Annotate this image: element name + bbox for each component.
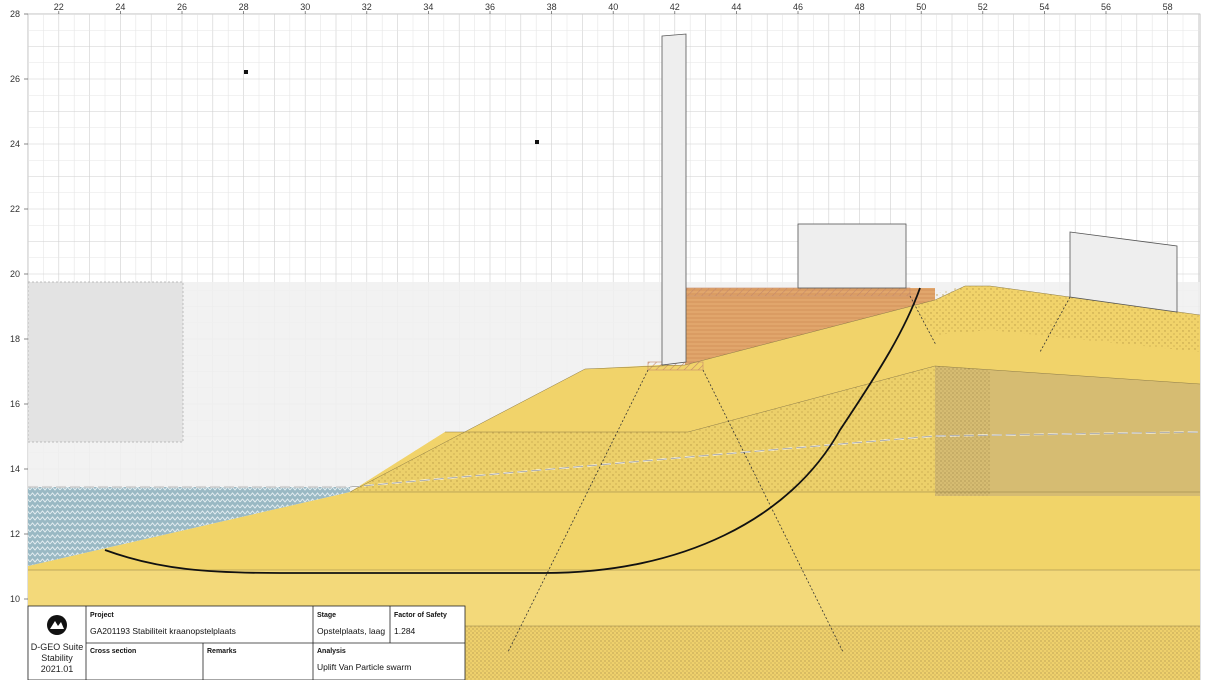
point-marker-1 bbox=[244, 70, 248, 74]
surface-load-1 bbox=[797, 223, 907, 289]
analysis-value: Uplift Van Particle swarm bbox=[317, 662, 411, 672]
x-tick-label: 30 bbox=[300, 2, 310, 12]
sheet-pile bbox=[661, 33, 687, 366]
soil-layer-middle-sand bbox=[28, 492, 1200, 570]
remarks-label: Remarks bbox=[207, 648, 237, 655]
x-tick-label: 58 bbox=[1163, 2, 1173, 12]
y-tick-label: 28 bbox=[10, 9, 20, 19]
y-tick-label: 10 bbox=[10, 594, 20, 604]
cross-section-label: Cross section bbox=[90, 648, 136, 655]
y-tick-label: 12 bbox=[10, 529, 20, 539]
x-tick-label: 32 bbox=[362, 2, 372, 12]
y-tick-label: 20 bbox=[10, 269, 20, 279]
y-axis-ticks: 10 12 14 16 18 20 22 24 26 28 bbox=[10, 9, 28, 604]
project-label: Project bbox=[90, 612, 114, 619]
x-tick-label: 24 bbox=[115, 2, 125, 12]
y-tick-label: 24 bbox=[10, 139, 20, 149]
x-tick-label: 52 bbox=[978, 2, 988, 12]
slip-surface bbox=[104, 287, 921, 574]
x-tick-label: 46 bbox=[793, 2, 803, 12]
surface-load-2 bbox=[1069, 231, 1178, 313]
logo-line-1: D-GEO Suite bbox=[31, 642, 84, 652]
x-tick-label: 36 bbox=[485, 2, 495, 12]
x-tick-label: 38 bbox=[547, 2, 557, 12]
stage-label: Stage bbox=[317, 612, 336, 619]
y-tick-label: 14 bbox=[10, 464, 20, 474]
clay-top-hatch bbox=[684, 287, 911, 297]
x-tick-label: 22 bbox=[54, 2, 64, 12]
dgeo-logo-icon bbox=[47, 615, 67, 635]
analysis-label: Analysis bbox=[317, 648, 346, 655]
soil-layer-dike-body bbox=[350, 286, 1200, 492]
soil-layer-dark-block-texture bbox=[935, 366, 990, 496]
x-axis-ticks: 22 24 26 28 30 32 34 36 38 40 42 44 46 48 50 52 54 56 58 bbox=[54, 2, 1173, 14]
x-tick-label: 44 bbox=[731, 2, 741, 12]
x-tick-label: 34 bbox=[423, 2, 433, 12]
water-body-texture bbox=[28, 487, 350, 566]
soil-layer-crest-texture bbox=[910, 286, 1200, 352]
x-tick-label: 42 bbox=[670, 2, 680, 12]
y-tick-label: 18 bbox=[10, 334, 20, 344]
phreatic-line-outline bbox=[28, 431, 1200, 488]
x-tick-label: 28 bbox=[239, 2, 249, 12]
stage-value: Opstelplaats, laag bbox=[317, 626, 385, 636]
y-tick-label: 16 bbox=[10, 399, 20, 409]
x-tick-label: 50 bbox=[916, 2, 926, 12]
title-block: D-GEO Suite Stability 2021.01 Project GA… bbox=[27, 605, 466, 680]
clay-layer-lines bbox=[685, 288, 935, 365]
fos-label: Factor of Safety bbox=[394, 612, 447, 619]
logo-line-3: 2021.01 bbox=[41, 664, 74, 674]
point-marker-2 bbox=[535, 140, 539, 144]
soil-layer-dark-block bbox=[935, 366, 1200, 496]
x-tick-label: 26 bbox=[177, 2, 187, 12]
x-tick-label: 54 bbox=[1039, 2, 1049, 12]
fos-value: 1.284 bbox=[394, 626, 416, 636]
y-tick-label: 22 bbox=[10, 204, 20, 214]
x-tick-label: 48 bbox=[855, 2, 865, 12]
logo-line-2: Stability bbox=[41, 653, 73, 663]
x-tick-label: 40 bbox=[608, 2, 618, 12]
project-value: GA201193 Stabiliteit kraanopstelplaats bbox=[90, 626, 236, 636]
grey-load-zone bbox=[28, 281, 184, 443]
y-tick-label: 26 bbox=[10, 74, 20, 84]
soil-layer-bottom-dense-texture bbox=[460, 626, 1200, 680]
x-tick-label: 56 bbox=[1101, 2, 1111, 12]
